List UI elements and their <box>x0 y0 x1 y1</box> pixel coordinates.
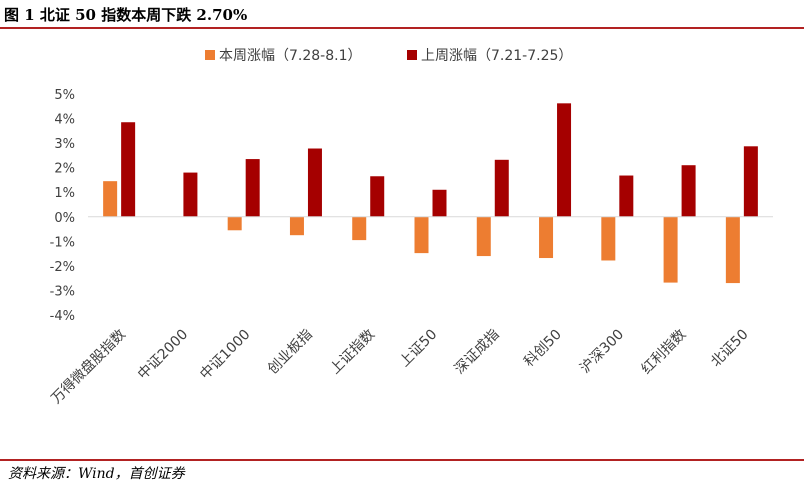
y-tick-label: 5% <box>54 88 75 103</box>
bar-last-week <box>619 175 634 217</box>
bottom-rule <box>0 459 804 461</box>
y-axis: 5% 4% 3% 2% 1% 0% -1% -2% -3% -4% <box>50 88 75 324</box>
x-category-label: 北证50 <box>708 327 752 371</box>
bar-this-week <box>227 216 242 231</box>
y-tick-label: -4% <box>50 309 75 324</box>
x-axis: 万得微盘股指数 中证2000 中证1000 创业板指 上证指数 上证50 深证成指 科创50 沪… <box>48 326 752 407</box>
bar-this-week <box>663 216 678 283</box>
bars <box>103 103 758 284</box>
bar-last-week <box>370 176 385 217</box>
bar-this-week <box>289 216 304 236</box>
legend: 本周涨幅（7.28-8.1） 上周涨幅（7.21-7.25） <box>205 48 572 64</box>
bar-this-week <box>539 216 554 259</box>
x-category-label: 深证成指 <box>452 327 503 378</box>
bar-this-week <box>476 216 491 257</box>
bar-this-week <box>352 216 367 241</box>
source-note: 资料来源：Wind，首创证券 <box>8 466 185 482</box>
bar-last-week <box>557 103 572 217</box>
x-category-label: 创业板指 <box>265 327 316 378</box>
y-tick-label: 4% <box>54 113 75 128</box>
x-category-label: 红利指数 <box>639 327 690 378</box>
bar-chart: 本周涨幅（7.28-8.1） 上周涨幅（7.21-7.25） 5% 4% 3% 2% 1… <box>48 48 773 407</box>
x-category-label: 中证1000 <box>197 327 253 383</box>
y-tick-label: 0% <box>54 211 75 226</box>
y-tick-label: 2% <box>54 162 75 177</box>
bar-last-week <box>494 159 509 217</box>
bar-last-week <box>245 159 260 217</box>
bar-last-week <box>743 146 758 217</box>
bar-last-week <box>432 189 447 217</box>
y-tick-label: 3% <box>54 137 75 152</box>
x-category-label: 沪深300 <box>577 327 627 377</box>
y-tick-label: -3% <box>50 284 75 299</box>
x-category-label: 中证2000 <box>135 327 191 383</box>
legend-label-last-week: 上周涨幅（7.21-7.25） <box>421 48 572 64</box>
bar-last-week <box>307 148 322 217</box>
x-category-label: 上证指数 <box>327 327 378 378</box>
x-category-label: 科创50 <box>521 327 565 371</box>
bar-this-week <box>725 216 740 284</box>
bar-this-week <box>103 181 118 217</box>
bar-last-week <box>681 165 696 217</box>
legend-swatch-last-week <box>407 50 417 60</box>
bar-this-week <box>414 216 429 254</box>
y-tick-label: -2% <box>50 260 75 275</box>
bar-last-week <box>121 122 136 217</box>
legend-swatch-this-week <box>205 50 215 60</box>
bar-last-week <box>183 172 198 217</box>
top-rule <box>0 27 804 29</box>
legend-label-this-week: 本周涨幅（7.28-8.1） <box>219 48 362 64</box>
y-tick-label: 1% <box>54 186 75 201</box>
figure-title: 图 1 北证 50 指数本周下跌 2.70% <box>4 6 248 24</box>
y-tick-label: -1% <box>50 235 75 250</box>
x-category-label: 万得微盘股指数 <box>48 326 129 407</box>
x-category-label: 上证50 <box>397 327 441 371</box>
bar-this-week <box>601 216 616 261</box>
